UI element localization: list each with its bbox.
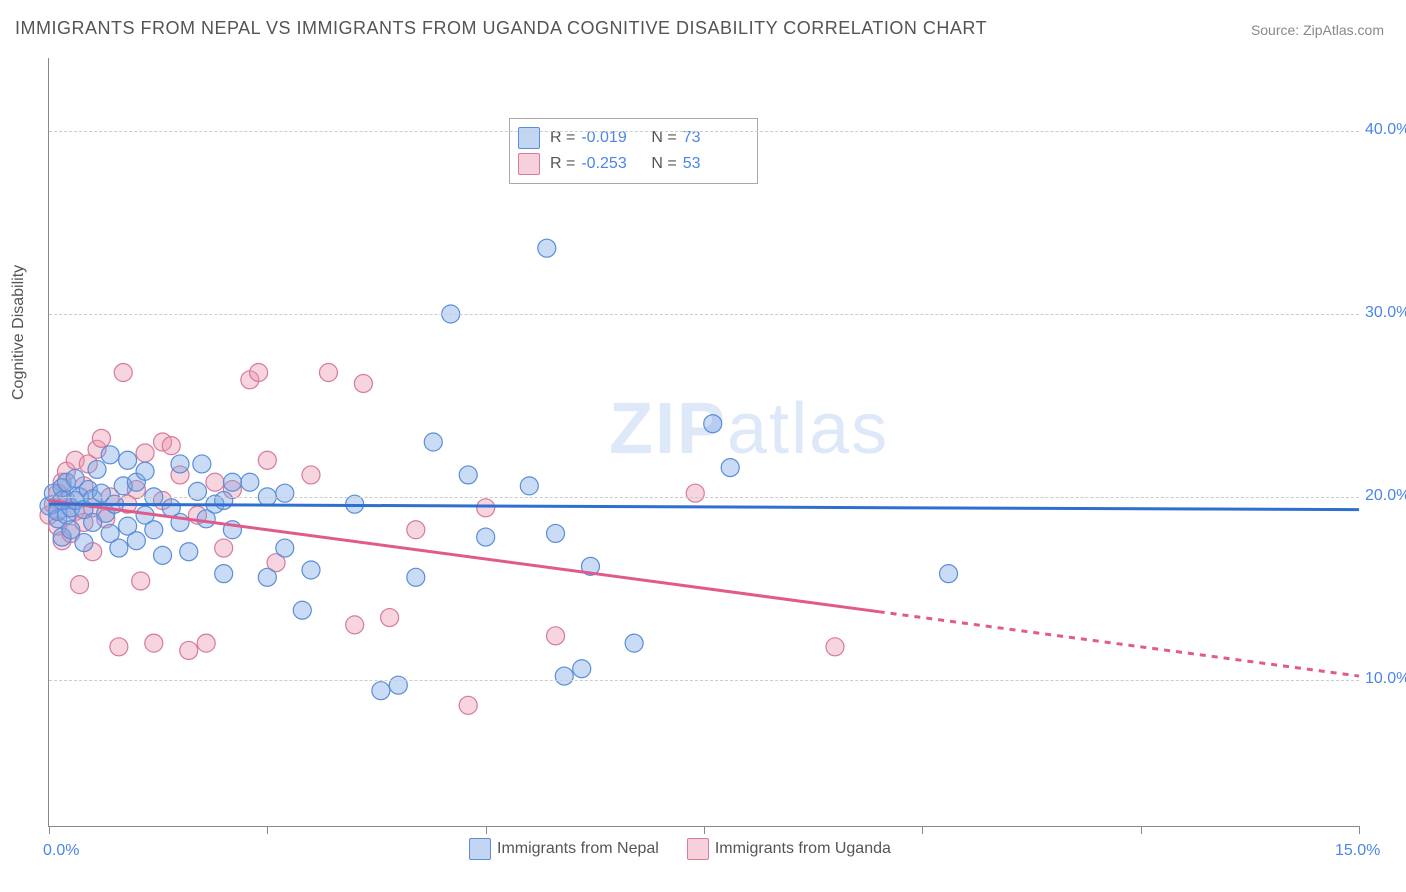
legend-stats-row-uganda: R = -0.253 N = 53	[518, 151, 743, 177]
data-point	[346, 616, 364, 634]
y-tick-label: 40.0%	[1365, 121, 1406, 139]
data-point	[424, 433, 442, 451]
data-point	[110, 539, 128, 557]
source-attribution: Source: ZipAtlas.com	[1251, 22, 1384, 38]
x-tick-mark	[49, 826, 50, 834]
x-tick-mark	[267, 826, 268, 834]
swatch-icon	[518, 153, 540, 175]
data-point	[477, 528, 495, 546]
y-tick-label: 30.0%	[1365, 304, 1406, 322]
data-point	[940, 565, 958, 583]
legend-item-nepal: Immigrants from Nepal	[469, 838, 659, 860]
data-point	[223, 473, 241, 491]
chart-plot-area: ZIPatlas R = -0.019 N = 73 R = -0.253 N …	[48, 58, 1359, 827]
data-point	[258, 568, 276, 586]
y-axis-label: Cognitive Disability	[10, 265, 28, 400]
gridline	[49, 680, 1359, 681]
y-tick-label: 10.0%	[1365, 670, 1406, 688]
legend-label: Immigrants from Uganda	[715, 840, 891, 858]
y-tick-label: 20.0%	[1365, 487, 1406, 505]
data-point	[88, 460, 106, 478]
data-point	[119, 451, 137, 469]
data-point	[826, 638, 844, 656]
data-point	[538, 239, 556, 257]
data-point	[520, 477, 538, 495]
data-point	[302, 561, 320, 579]
data-point	[459, 466, 477, 484]
data-point	[127, 532, 145, 550]
data-point	[197, 634, 215, 652]
data-point	[145, 634, 163, 652]
data-point	[686, 484, 704, 502]
data-point	[193, 455, 211, 473]
data-point	[276, 484, 294, 502]
trend-line	[879, 612, 1359, 676]
data-point	[250, 364, 268, 382]
data-point	[101, 446, 119, 464]
legend-series: Immigrants from Nepal Immigrants from Ug…	[469, 838, 891, 860]
x-tick-mark	[1141, 826, 1142, 834]
x-tick-mark	[1359, 826, 1360, 834]
chart-title: IMMIGRANTS FROM NEPAL VS IMMIGRANTS FROM…	[15, 18, 987, 39]
data-point	[132, 572, 150, 590]
data-point	[319, 364, 337, 382]
x-tick-label: 0.0%	[43, 842, 79, 860]
data-point	[704, 415, 722, 433]
swatch-icon	[469, 838, 491, 860]
gridline	[49, 131, 1359, 132]
data-point	[162, 437, 180, 455]
n-label: N =	[651, 155, 676, 173]
data-point	[354, 374, 372, 392]
legend-item-uganda: Immigrants from Uganda	[687, 838, 891, 860]
trend-line	[49, 504, 1359, 509]
data-point	[258, 451, 276, 469]
n-value-uganda: 53	[683, 155, 743, 173]
legend-stats-row-nepal: R = -0.019 N = 73	[518, 125, 743, 151]
r-value-uganda: -0.253	[581, 155, 641, 173]
data-point	[206, 473, 224, 491]
data-point	[381, 609, 399, 627]
data-point	[293, 601, 311, 619]
data-point	[555, 667, 573, 685]
x-tick-label: 15.0%	[1335, 842, 1380, 860]
data-point	[407, 521, 425, 539]
data-point	[114, 364, 132, 382]
x-tick-mark	[486, 826, 487, 834]
data-point	[459, 696, 477, 714]
r-label: R =	[550, 155, 575, 173]
data-point	[477, 499, 495, 517]
data-point	[721, 459, 739, 477]
data-point	[71, 576, 89, 594]
data-point	[145, 521, 163, 539]
data-point	[154, 546, 172, 564]
data-point	[625, 634, 643, 652]
data-point	[372, 682, 390, 700]
data-point	[180, 543, 198, 561]
x-tick-mark	[922, 826, 923, 834]
data-point	[573, 660, 591, 678]
data-point	[215, 492, 233, 510]
gridline	[49, 314, 1359, 315]
swatch-icon	[687, 838, 709, 860]
data-point	[547, 524, 565, 542]
gridline	[49, 497, 1359, 498]
legend-stats: R = -0.019 N = 73 R = -0.253 N = 53	[509, 118, 758, 184]
data-point	[110, 638, 128, 656]
data-point	[547, 627, 565, 645]
data-point	[276, 539, 294, 557]
legend-label: Immigrants from Nepal	[497, 840, 659, 858]
data-point	[215, 539, 233, 557]
data-point	[407, 568, 425, 586]
data-point	[215, 565, 233, 583]
data-point	[75, 534, 93, 552]
data-point	[180, 641, 198, 659]
data-point	[241, 473, 259, 491]
trend-line	[49, 501, 879, 612]
data-point	[92, 429, 110, 447]
data-point	[171, 455, 189, 473]
data-point	[302, 466, 320, 484]
data-point	[136, 462, 154, 480]
x-tick-mark	[704, 826, 705, 834]
data-point	[136, 444, 154, 462]
